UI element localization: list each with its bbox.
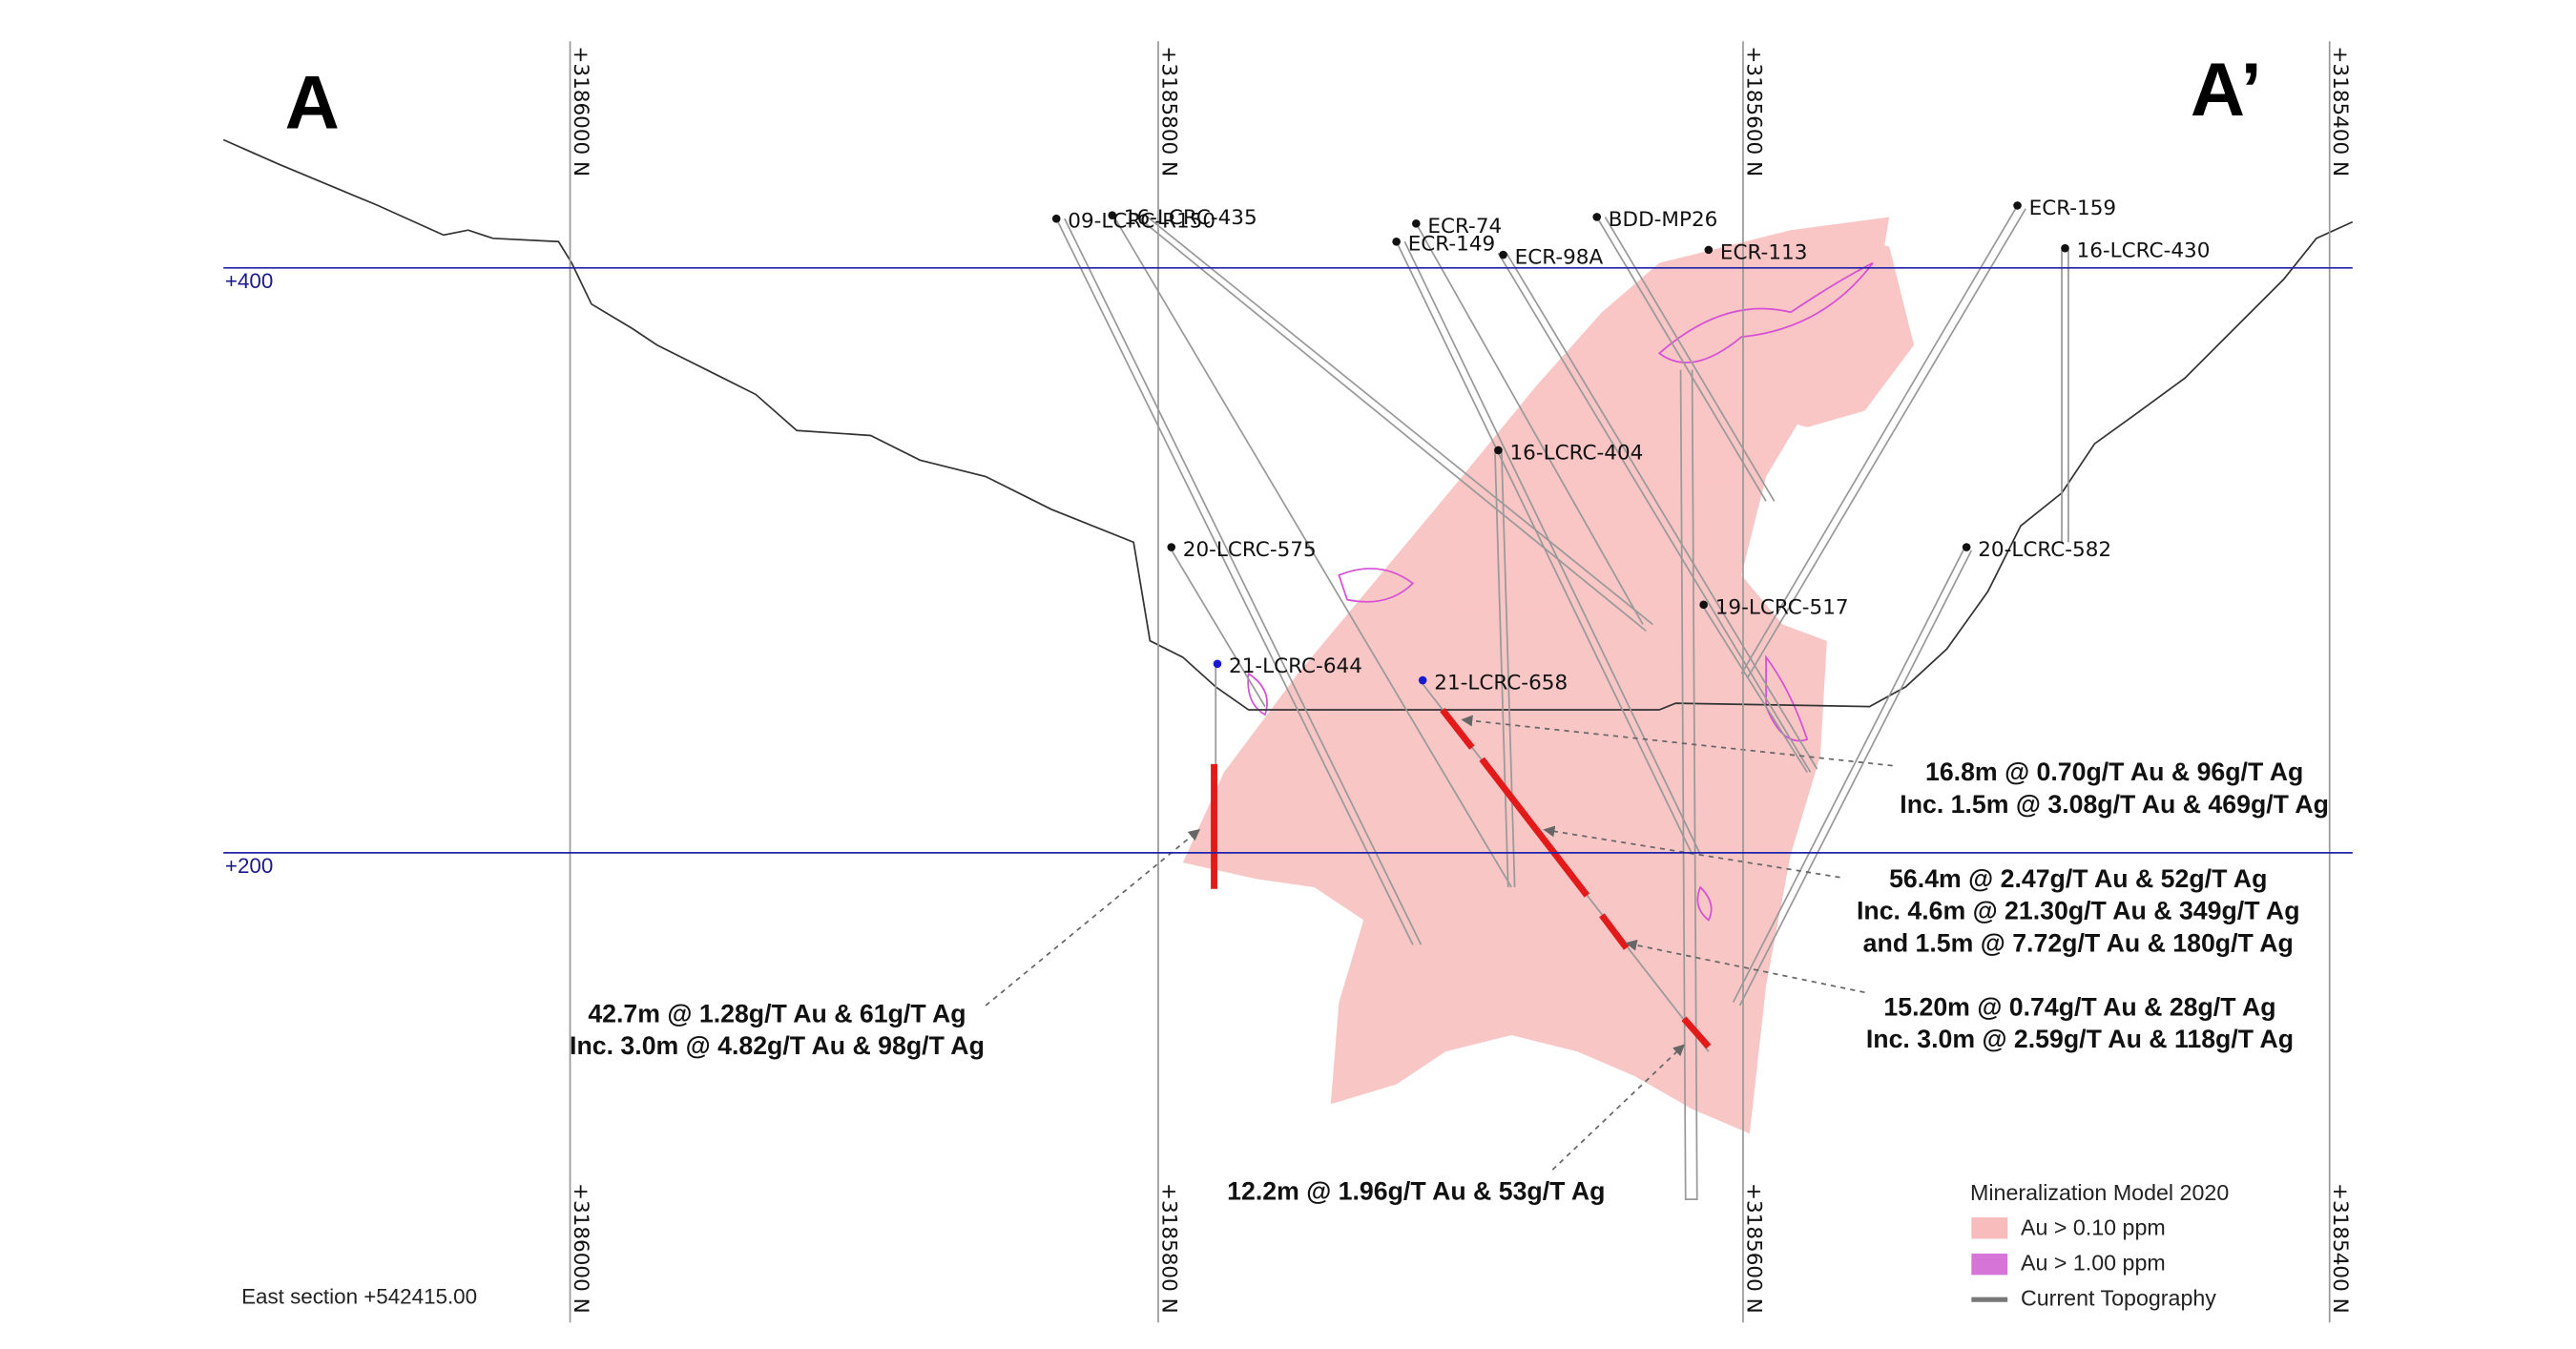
legend-swatch [1971, 1253, 2008, 1276]
hole-label: ECR-113 [1720, 240, 1808, 264]
northing-label: +3185800 N [1156, 1183, 1180, 1314]
section-note: East section +542415.00 [241, 1284, 477, 1308]
hole-label: ECR-98A [1515, 245, 1604, 269]
intercept-note: Inc. 4.6m @ 21.30g/T Au & 349g/T Ag [1857, 897, 2300, 925]
hole-label: 20-LCRC-575 [1183, 538, 1317, 562]
hole-label: 20-LCRC-582 [1978, 538, 2111, 562]
northing-label: +3186000 N [569, 46, 592, 176]
collar [1592, 213, 1602, 221]
intercept-note: 15.20m @ 0.74g/T Au & 28g/T Ag [1883, 992, 2275, 1021]
elevation-label: +400 [225, 269, 273, 293]
intercept-note: Inc. 3.0m @ 2.59g/T Au & 118g/T Ag [1866, 1025, 2294, 1053]
legend-swatch [1971, 1217, 2008, 1239]
collar [1412, 219, 1421, 228]
collar [1108, 211, 1117, 220]
intercept-note: Inc. 1.5m @ 3.08g/T Au & 469g/T Ag [1900, 790, 2329, 819]
section-label: A’ [2191, 47, 2262, 132]
northing-label: +3185600 N [1741, 1183, 1765, 1314]
drill-holes [1055, 204, 2069, 1201]
hole-label: 16-LCRC-404 [1509, 441, 1643, 465]
collar [2061, 243, 2069, 253]
hole-label: 09-LCRC-R150 [1068, 210, 1215, 234]
intercept-note: 16.8m @ 0.70g/T Au & 96g/T Ag [1925, 758, 2303, 786]
hole-label: 16-LCRC-430 [2077, 239, 2211, 263]
collar [1499, 250, 1507, 259]
intercept-note: 56.4m @ 2.47g/T Au & 52g/T Ag [1889, 864, 2267, 893]
hole-label: 21-LCRC-644 [1229, 654, 1362, 678]
northing-label: +3185600 N [1741, 46, 1765, 176]
legend-label: Au > 1.00 ppm [2021, 1250, 2166, 1275]
legend-label: Au > 0.10 ppm [2021, 1214, 2166, 1239]
northing-label: +3186000 N [569, 1183, 592, 1314]
hole-label: ECR-149 [1408, 233, 1496, 257]
intercept-note: 42.7m @ 1.28g/T Au & 61g/T Ag [588, 999, 966, 1027]
northing-label: +3185400 N [2328, 46, 2352, 176]
intercept-note: 12.2m @ 1.96g/T Au & 53g/T Ag [1227, 1176, 1605, 1205]
section-label: A [285, 60, 340, 145]
northing-label: +3185400 N [2328, 1183, 2352, 1314]
intercept-note: and 1.5m @ 7.72g/T Au & 180g/T Ag [1863, 928, 2294, 957]
northing-label: +3185800 N [1156, 46, 1180, 176]
legend-label: Current Topography [2021, 1285, 2216, 1310]
collar [1418, 675, 1427, 685]
collar [1699, 600, 1708, 610]
hole-label: ECR-159 [2029, 197, 2117, 220]
topography [222, 138, 2354, 711]
elevation-label: +200 [225, 854, 273, 878]
collar [1167, 543, 1176, 551]
collar [1051, 214, 1061, 223]
hole-label: 21-LCRC-658 [1434, 671, 1568, 695]
hole-label: 16-LCRC-435 [1124, 206, 1257, 230]
hole-label: 19-LCRC-517 [1715, 595, 1849, 619]
hole-label: BDD-MP26 [1609, 208, 1718, 232]
collar [2013, 201, 2022, 210]
collar [1962, 543, 1971, 551]
collar [1704, 245, 1714, 255]
collar [1392, 237, 1401, 246]
legend-title: Mineralization Model 2020 [1970, 1180, 2229, 1205]
intercepts [1211, 707, 1712, 1049]
collar [1213, 659, 1222, 669]
intercept-note: Inc. 3.0m @ 4.82g/T Au & 98g/T Ag [570, 1031, 985, 1060]
collar [1494, 446, 1503, 455]
hole-label: ECR-74 [1427, 215, 1502, 239]
